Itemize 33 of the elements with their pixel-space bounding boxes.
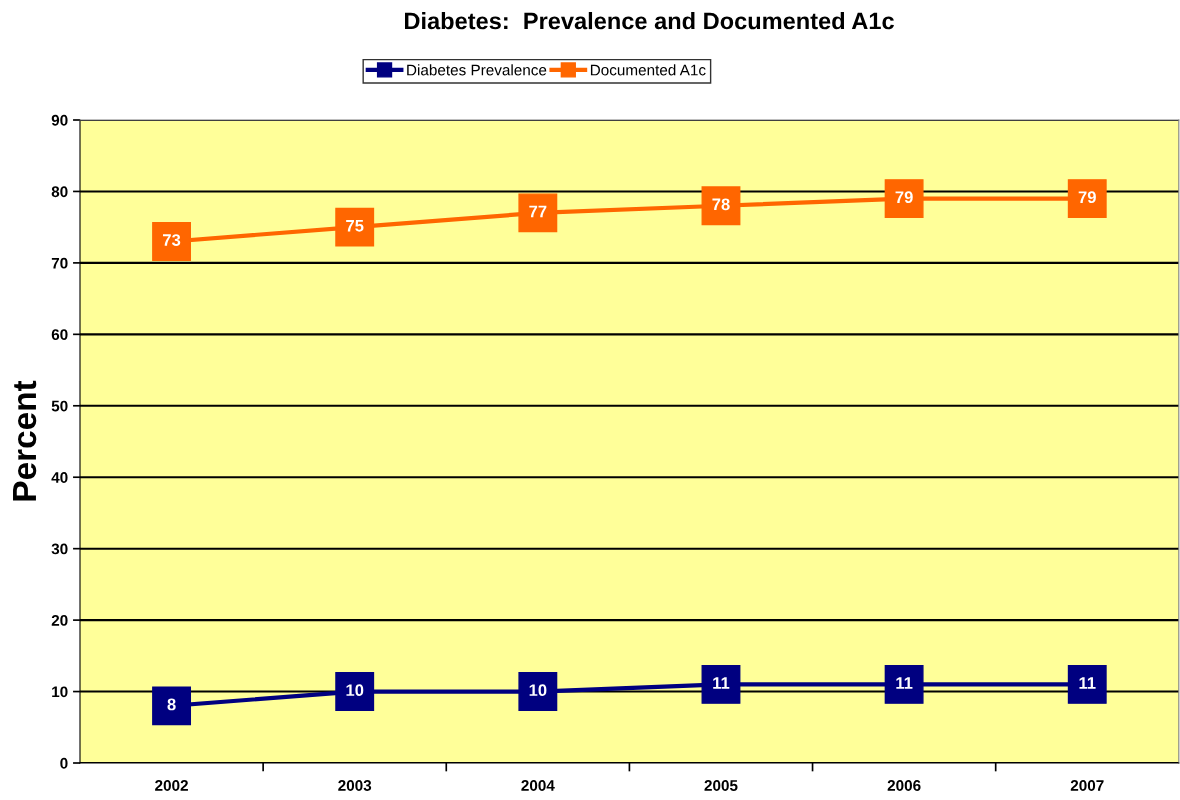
x-tick-label: 2002 [155,780,188,791]
data-label: 78 [712,198,730,211]
x-tick-label: 2005 [704,780,738,791]
y-tick-label: 60 [51,329,68,341]
data-label: 10 [346,684,364,697]
data-label: 77 [529,205,547,218]
y-axis-title: Percent [13,380,37,501]
x-tick-label: 2004 [521,780,555,791]
y-tick-label: 0 [60,757,68,769]
data-label: 79 [1078,191,1096,204]
data-label: 11 [713,677,730,689]
data-label: 11 [1079,677,1096,689]
y-tick-label: 20 [51,614,68,626]
y-tick-label: 40 [51,472,68,483]
x-tick-label: 2006 [887,780,921,791]
data-label: 10 [529,684,547,697]
data-label: 73 [163,234,181,246]
data-label: 11 [896,677,913,689]
data-label: 8 [167,698,176,711]
y-tick-label: 10 [52,686,68,698]
data-label: 79 [895,191,913,204]
x-tick-label: 2003 [338,780,372,791]
point [152,686,192,726]
y-tick-label: 70 [51,257,68,269]
y-tick-label: 80 [51,186,68,198]
data-label: 75 [346,220,364,232]
x-tick-label: 2007 [1070,780,1104,791]
legend-label: Documented A1c [590,64,706,76]
legend-label: Diabetes Prevalence [407,64,547,76]
y-tick-label: 30 [51,543,68,555]
y-tick-label: 90 [51,114,68,126]
chart-title: Diabetes: Prevalence and Documented A1c [405,12,894,30]
y-tick-label: 50 [51,400,68,412]
